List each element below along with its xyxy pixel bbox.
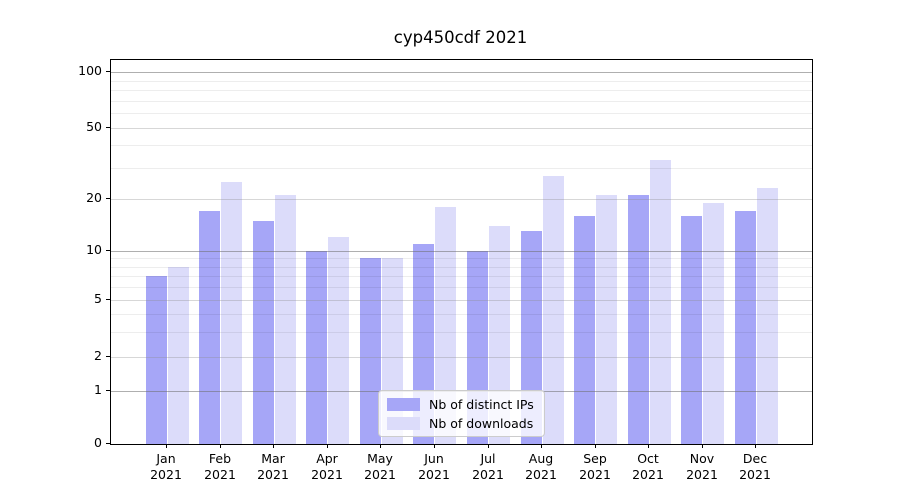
gridline-minor	[111, 276, 812, 277]
gridline-major	[111, 72, 812, 73]
x-tick-label-jan: Jan 2021	[150, 451, 182, 482]
y-tick-label: 100	[78, 63, 102, 78]
bar-oct-distinct-ips	[628, 195, 649, 444]
x-tick-label-mar: Mar 2021	[257, 451, 289, 482]
legend-label-downloads: Nb of downloads	[429, 415, 534, 431]
bar-nov-downloads	[703, 203, 724, 444]
y-tick-mark	[106, 250, 110, 251]
y-tick-mark	[106, 198, 110, 199]
x-tick-mark	[380, 444, 381, 448]
plot-area	[110, 59, 813, 445]
gridline-minor	[111, 267, 812, 268]
bar-apr-distinct-ips	[306, 251, 327, 444]
y-tick-mark	[106, 71, 110, 72]
x-tick-label-sep: Sep 2021	[579, 451, 611, 482]
x-tick-mark	[220, 444, 221, 448]
gridline-mid	[111, 357, 812, 358]
y-tick-label: 2	[94, 348, 102, 363]
bar-jun-downloads	[435, 207, 456, 444]
bar-mar-distinct-ips	[253, 221, 274, 444]
x-tick-label-may: May 2021	[364, 451, 396, 482]
bar-dec-distinct-ips	[735, 211, 756, 444]
x-tick-mark	[434, 444, 435, 448]
gridline-mid	[111, 300, 812, 301]
bar-sep-downloads	[596, 195, 617, 444]
gridline-minor	[111, 145, 812, 146]
x-tick-label-jul: Jul 2021	[472, 451, 504, 482]
bar-may-distinct-ips	[360, 258, 381, 444]
gridline-minor	[111, 90, 812, 91]
gridline-minor	[111, 287, 812, 288]
gridline-major	[111, 251, 812, 252]
y-tick-mark	[106, 127, 110, 128]
x-tick-mark	[702, 444, 703, 448]
y-tick-label: 0	[94, 435, 102, 450]
legend-swatch-distinct-ips	[387, 397, 420, 411]
bar-oct-downloads	[650, 160, 671, 444]
bar-mar-downloads	[275, 195, 296, 444]
bar-feb-distinct-ips	[199, 211, 220, 444]
y-tick-mark	[106, 390, 110, 391]
y-tick-label: 1	[94, 382, 102, 397]
x-tick-mark	[327, 444, 328, 448]
bar-apr-downloads	[328, 237, 349, 444]
y-tick-label: 10	[86, 242, 102, 257]
gridline-minor	[111, 101, 812, 102]
x-tick-mark	[541, 444, 542, 448]
gridline-minor	[111, 258, 812, 259]
bar-jul-downloads	[489, 226, 510, 444]
legend-swatch-downloads	[387, 416, 420, 430]
x-tick-label-apr: Apr 2021	[311, 451, 343, 482]
bar-jan-distinct-ips	[146, 276, 167, 444]
gridline-mid	[111, 128, 812, 129]
gridline-minor	[111, 168, 812, 169]
gridline-minor	[111, 314, 812, 315]
bar-feb-downloads	[221, 182, 242, 444]
legend-item-distinct-ips: Nb of distinct IPs	[387, 397, 536, 412]
bar-sep-distinct-ips	[574, 216, 595, 444]
x-tick-mark	[273, 444, 274, 448]
x-tick-mark	[595, 444, 596, 448]
y-tick-mark	[106, 299, 110, 300]
legend: Nb of distinct IPs Nb of downloads	[378, 390, 545, 437]
y-tick-label: 50	[86, 119, 102, 134]
bar-nov-distinct-ips	[681, 216, 702, 444]
x-tick-mark	[488, 444, 489, 448]
y-tick-mark	[106, 356, 110, 357]
x-tick-mark	[166, 444, 167, 448]
x-tick-label-dec: Dec 2021	[739, 451, 771, 482]
gridline-minor	[111, 113, 812, 114]
bar-dec-downloads	[757, 188, 778, 444]
gridline-minor	[111, 81, 812, 82]
y-tick-mark	[106, 443, 110, 444]
x-tick-label-nov: Nov 2021	[686, 451, 718, 482]
chart-title: cyp450cdf 2021	[393, 28, 528, 47]
x-tick-label-feb: Feb 2021	[204, 451, 236, 482]
x-tick-mark	[648, 444, 649, 448]
x-tick-label-jun: Jun 2021	[418, 451, 450, 482]
x-tick-label-oct: Oct 2021	[632, 451, 664, 482]
legend-item-downloads: Nb of downloads	[387, 416, 536, 431]
y-tick-label: 20	[86, 190, 102, 205]
bar-aug-downloads	[543, 176, 564, 444]
y-tick-label: 5	[94, 291, 102, 306]
x-tick-label-aug: Aug 2021	[525, 451, 557, 482]
legend-label-distinct-ips: Nb of distinct IPs	[429, 396, 534, 412]
x-tick-mark	[755, 444, 756, 448]
gridline-mid	[111, 199, 812, 200]
gridline-minor	[111, 332, 812, 333]
bar-jan-downloads	[168, 267, 189, 444]
